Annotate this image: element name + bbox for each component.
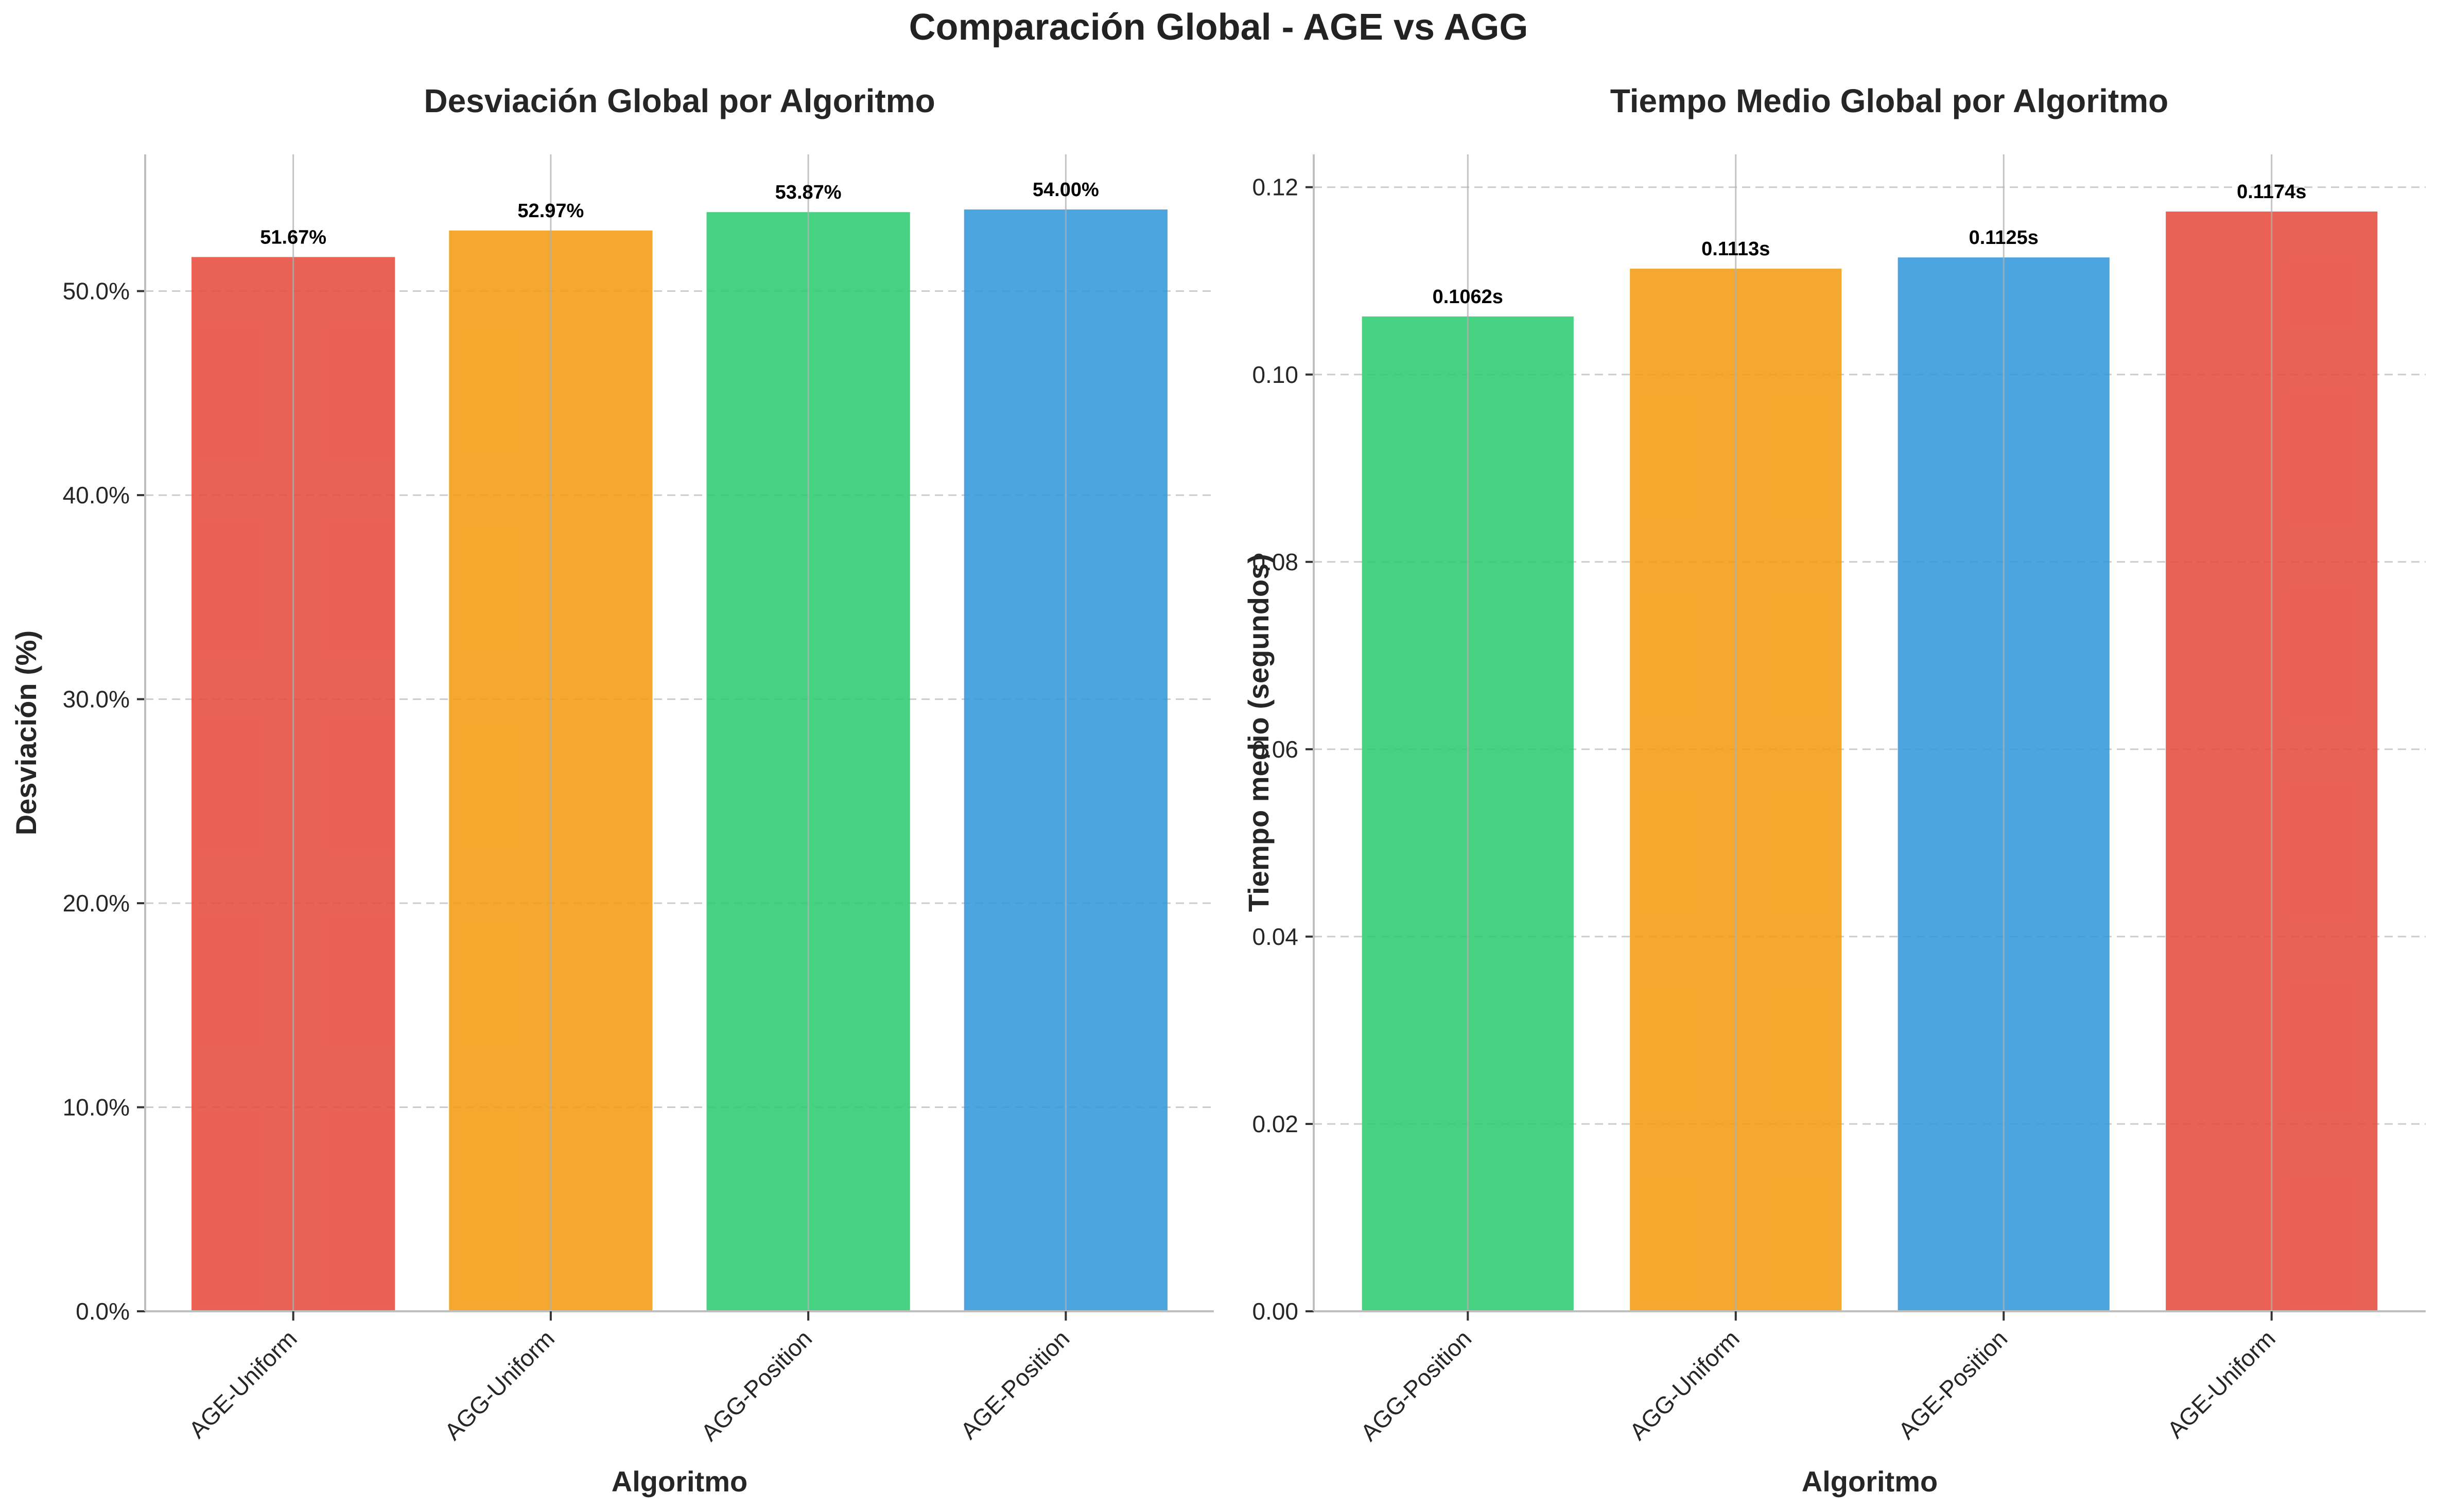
- x-tick-label: AGE-Position: [955, 1325, 1074, 1444]
- y-tick-label: 0.06: [1252, 736, 1298, 763]
- chart-title: Desviación Global por Algoritmo: [424, 82, 935, 119]
- x-tick-label: AGE-Uniform: [184, 1325, 302, 1443]
- y-tick-label: 0.02: [1252, 1111, 1298, 1137]
- x-tick-label: AGE-Uniform: [2162, 1325, 2281, 1443]
- x-tick-label: AGG-Position: [1355, 1325, 1477, 1446]
- y-tick-label: 0.00: [1252, 1298, 1298, 1325]
- y-tick-label: 0.12: [1252, 174, 1298, 201]
- chart-title: Tiempo Medio Global por Algoritmo: [1610, 82, 2168, 119]
- y-tick-label: 0.0%: [76, 1298, 130, 1325]
- chart-panel-2: Tiempo Medio Global por Algoritmo 0.00 0.0…: [1242, 82, 2426, 1498]
- y-axis-label: Tiempo medio (segundos): [1242, 554, 1275, 912]
- x-axis-label: Algoritmo: [1802, 1465, 1938, 1498]
- bar-value-label: 54.00%: [1033, 179, 1099, 201]
- bar-value-label: 53.87%: [775, 182, 842, 203]
- figure-suptitle: Comparación Global - AGE vs AGG: [909, 7, 1528, 48]
- chart-panel-1: Desviación Global por Algoritmo 0.0% 10.0%…: [10, 82, 1214, 1498]
- bar-value-label: 0.1174s: [2237, 181, 2306, 203]
- y-tick-label: 0.04: [1252, 923, 1298, 950]
- x-axis-label: Algoritmo: [612, 1465, 747, 1498]
- y-tick-label: 40.0%: [63, 482, 130, 508]
- x-tick-label: AGE-Position: [1893, 1325, 2012, 1444]
- y-tick-label: 30.0%: [63, 686, 130, 713]
- bar-value-label: 51.67%: [260, 226, 326, 248]
- y-tick-label: 50.0%: [63, 278, 130, 305]
- y-tick-label: 0.08: [1252, 549, 1298, 575]
- x-tick-label: AGG-Uniform: [1624, 1325, 1745, 1445]
- y-tick-label: 0.10: [1252, 361, 1298, 388]
- bar-value-label: 0.1062s: [1433, 286, 1503, 308]
- bar-value-label: 52.97%: [517, 200, 584, 222]
- y-tick-label: 20.0%: [63, 890, 130, 917]
- bar-value-label: 0.1125s: [1969, 227, 2039, 249]
- bar-value-label: 0.1113s: [1701, 238, 1770, 260]
- x-tick-label: AGG-Uniform: [439, 1325, 560, 1445]
- y-axis-label: Desviación (%): [10, 630, 42, 835]
- x-tick-label: AGG-Position: [696, 1325, 817, 1446]
- y-tick-label: 10.0%: [63, 1094, 130, 1121]
